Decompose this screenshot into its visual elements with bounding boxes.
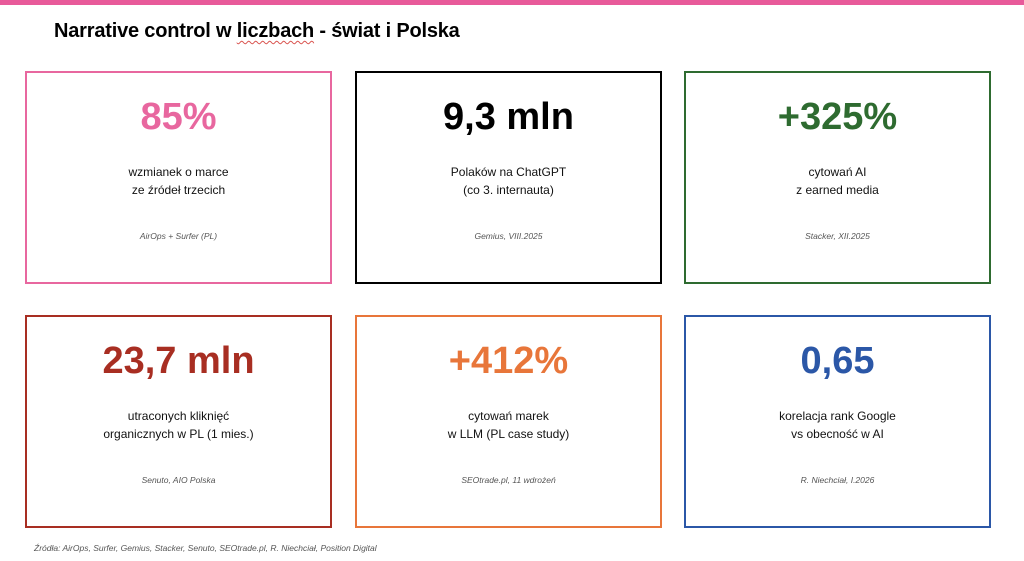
sources-footnote: Źródła: AirOps, Surfer, Gemius, Stacker,… [34,543,377,553]
stat-card-lost-clicks: 23,7 mln utraconych kliknięć organicznyc… [25,315,332,528]
stat-description: cytowań AI z earned media [796,165,879,197]
stat-value: 9,3 mln [443,96,574,138]
spellcheck-flagged-word: liczbach [236,20,315,42]
stat-source: SEOtrade.pl, 11 wdrożeń [461,475,556,485]
stat-card-ai-citations: +325% cytowań AI z earned media Stacker,… [684,71,991,284]
stat-description: wzmianek o marce ze źródeł trzecich [128,165,229,197]
stat-description: utraconych kliknięć organicznych w PL (1… [103,409,254,441]
top-accent-bar [0,0,1024,5]
stat-value: 85% [140,96,217,138]
stat-source: Stacker, XII.2025 [805,231,870,241]
stat-card-llm-citations: +412% cytowań marek w LLM (PL case study… [355,315,662,528]
stat-description: cytowań marek w LLM (PL case study) [447,409,570,441]
stat-card-brand-mentions: 85% wzmianek o marce ze źródeł trzecich … [25,71,332,284]
stat-value: +412% [448,340,569,382]
stat-source: R. Niechciał, I.2026 [800,475,875,485]
page-title: Narrative control w liczbach - świat i P… [54,20,460,42]
stat-source: Gemius, VIII.2025 [474,231,543,241]
stat-description: korelacja rank Google vs obecność w AI [779,409,896,441]
stat-description: Polaków na ChatGPT (co 3. internauta) [450,165,567,197]
stat-value: 0,65 [800,340,875,382]
stat-card-rank-correlation: 0,65 korelacja rank Google vs obecność w… [684,315,991,528]
stat-source: AirOps + Surfer (PL) [139,231,218,241]
stat-value: 23,7 mln [102,340,255,382]
stat-value: +325% [777,96,898,138]
stat-card-chatgpt-users: 9,3 mln Polaków na ChatGPT (co 3. intern… [355,71,662,284]
stat-source: Senuto, AIO Polska [141,475,216,485]
